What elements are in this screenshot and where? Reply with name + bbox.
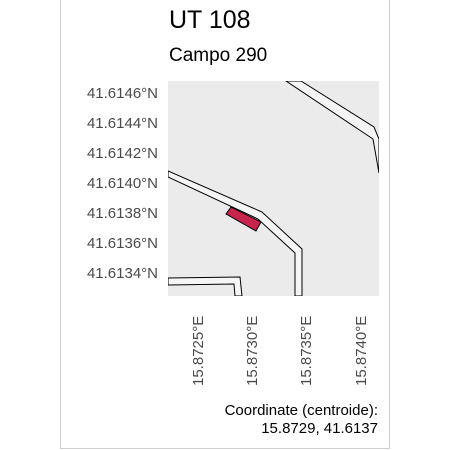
x-tick-label: 15.8740°E — [353, 315, 370, 386]
y-tick-label: 41.6134°N — [86, 265, 158, 282]
y-tick-label: 41.6144°N — [86, 115, 158, 132]
map-panel[interactable] — [167, 80, 380, 297]
y-tick-label: 41.6146°N — [86, 85, 158, 102]
map-title: UT 108 — [169, 6, 251, 34]
x-tick-label: 15.8725°E — [190, 315, 207, 386]
x-tick-label: 15.8735°E — [298, 315, 315, 386]
y-tick-label: 41.6142°N — [86, 145, 158, 162]
y-tick-label: 41.6140°N — [86, 175, 158, 192]
y-tick-label: 41.6136°N — [86, 235, 158, 252]
coordinate-value: 15.8729, 41.6137 — [261, 420, 378, 437]
parcel-polygon[interactable] — [225, 206, 262, 232]
y-tick-label: 41.6138°N — [86, 205, 158, 222]
x-tick-label: 15.8730°E — [244, 315, 261, 386]
coordinate-label: Coordinate (centroide): — [224, 402, 378, 419]
map-subtitle: Campo 290 — [169, 45, 268, 66]
